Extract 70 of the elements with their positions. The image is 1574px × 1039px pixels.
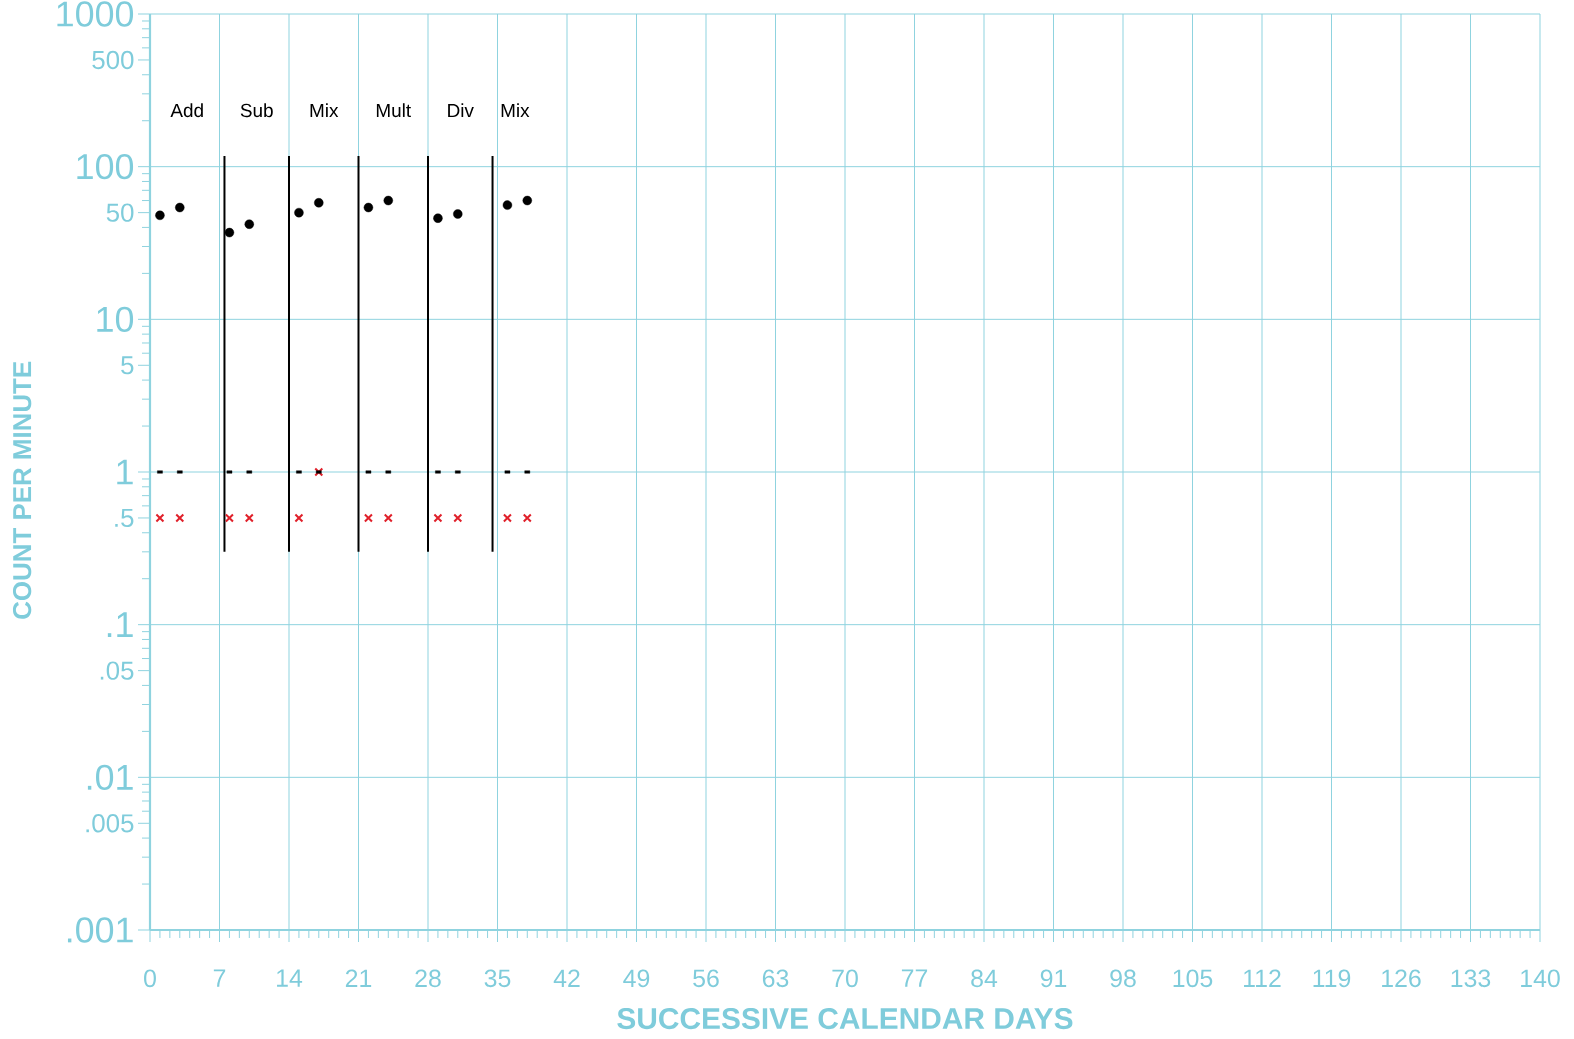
point bbox=[177, 470, 183, 474]
y-tick-label: 1000 bbox=[57, 1, 134, 27]
x-tick-label: 56 bbox=[693, 969, 719, 988]
x-tick-label: 84 bbox=[971, 969, 998, 988]
x-tick-label: 14 bbox=[277, 969, 303, 987]
x-tick-label: 91 bbox=[1040, 969, 1067, 988]
x-tick-label: 70 bbox=[832, 969, 858, 988]
point bbox=[433, 513, 443, 523]
x-tick-label: 119 bbox=[1313, 969, 1351, 988]
x-tick-label: 112 bbox=[1244, 969, 1281, 987]
point bbox=[435, 470, 441, 474]
x-tick-label: 28 bbox=[415, 969, 441, 988]
x-tick-label: 42 bbox=[553, 969, 580, 987]
point bbox=[453, 209, 463, 219]
point bbox=[502, 200, 513, 210]
x-tick-label: 140 bbox=[1521, 969, 1560, 988]
y-axis-title: COUNT PER MINUTE bbox=[12, 361, 32, 619]
point bbox=[453, 513, 463, 523]
point bbox=[522, 513, 532, 523]
x-tick-label: 105 bbox=[1173, 969, 1213, 988]
annotation: Sub bbox=[240, 103, 273, 118]
point bbox=[224, 227, 235, 238]
y-tick-label: .001 bbox=[67, 917, 133, 943]
point bbox=[522, 195, 532, 206]
x-tick-label: 126 bbox=[1382, 969, 1421, 988]
x-tick-label: 0 bbox=[144, 969, 156, 988]
x-tick-label: 133 bbox=[1451, 969, 1491, 988]
x-tick-label: 49 bbox=[623, 969, 650, 988]
y-tick-label: .01 bbox=[87, 764, 133, 791]
point bbox=[314, 198, 324, 208]
annotation: Add bbox=[170, 103, 203, 118]
y-tick-label: 100 bbox=[77, 153, 134, 180]
point bbox=[244, 513, 254, 523]
point bbox=[296, 470, 302, 474]
annotation: Mix bbox=[310, 103, 339, 118]
y-tick-label: .005 bbox=[86, 814, 134, 833]
x-tick-label: 98 bbox=[1110, 969, 1136, 988]
point bbox=[294, 207, 304, 218]
point bbox=[294, 513, 304, 523]
y-tick-label: 1 bbox=[117, 459, 133, 485]
point bbox=[433, 213, 443, 223]
y-tick-label: 5 bbox=[121, 356, 134, 375]
point bbox=[383, 513, 393, 523]
annotation: Mult bbox=[376, 103, 411, 118]
x-tick-label: 63 bbox=[762, 969, 789, 988]
y-tick-label: .5 bbox=[115, 508, 134, 527]
y-tick-label: .1 bbox=[107, 612, 133, 638]
x-tick-label: 35 bbox=[484, 969, 511, 988]
point bbox=[155, 513, 165, 523]
y-tick-label: 10 bbox=[97, 306, 134, 333]
y-tick-label: .05 bbox=[100, 661, 134, 680]
x-tick-label: 21 bbox=[345, 969, 372, 987]
annotation: Div bbox=[448, 103, 474, 118]
point bbox=[155, 210, 165, 221]
point bbox=[244, 219, 254, 229]
x-tick-label: 77 bbox=[901, 969, 928, 987]
point bbox=[383, 195, 393, 206]
point bbox=[175, 202, 185, 213]
point bbox=[224, 513, 234, 523]
point bbox=[502, 513, 512, 523]
x-axis-title: SUCCESSIVE CALENDAR DAYS bbox=[617, 1007, 1073, 1030]
point bbox=[363, 513, 373, 523]
point bbox=[157, 470, 163, 474]
x-tick-label: 7 bbox=[213, 969, 226, 987]
y-tick-label: 500 bbox=[92, 50, 134, 70]
annotation: Mix bbox=[501, 103, 530, 118]
point bbox=[455, 470, 461, 474]
point bbox=[363, 202, 374, 213]
y-tick-label: 50 bbox=[106, 203, 134, 222]
point bbox=[175, 513, 185, 523]
